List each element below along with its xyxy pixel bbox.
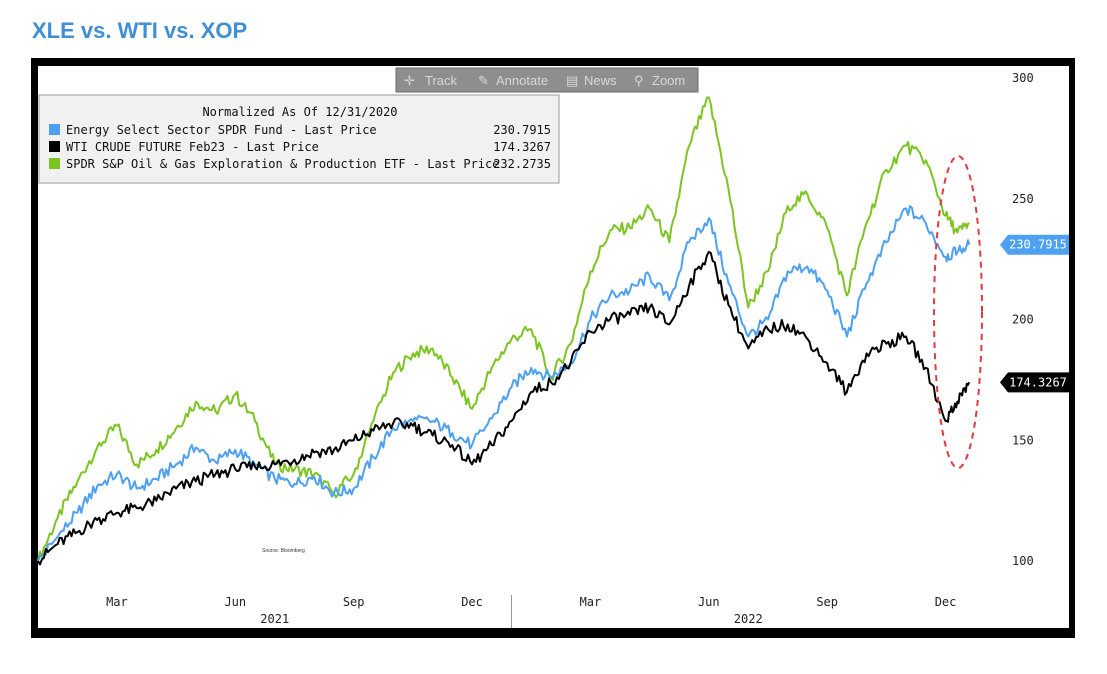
legend-swatch-wti (49, 141, 60, 152)
highlight-ellipse (933, 155, 983, 469)
page-title: XLE vs. WTI vs. XOP (32, 18, 248, 43)
toolbar-news-label: News (584, 73, 617, 88)
toolbar-annotate-label: Annotate (496, 73, 548, 88)
year-label: 2022 (734, 612, 763, 626)
end-label-layer: 230.7915 174.3267 (1000, 234, 1069, 393)
legend-value-xop: 232.2735 (493, 157, 551, 171)
series-line (37, 205, 971, 562)
x-tick-label: Sep (343, 595, 365, 609)
toolbar-zoom-button[interactable]: ⚲ Zoom (634, 73, 685, 88)
legend-value-wti: 174.3267 (493, 140, 551, 154)
toolbar-zoom-label: Zoom (652, 73, 685, 88)
legend-entry-xop: SPDR S&P Oil & Gas Exploration & Product… (49, 157, 551, 171)
legend-entry-wti: WTI CRUDE FUTURE Feb23 - Last Price 174.… (49, 140, 551, 154)
crosshair-icon: ✛ (404, 73, 415, 88)
x-tick-label: Dec (461, 595, 483, 609)
y-tick-label: 200 (1012, 313, 1034, 327)
y-tick-label: 250 (1012, 192, 1034, 206)
grid-layer: 100 150 200 250 300 Mar Jun Sep Dec Mar Jun Sep Dec 2… (106, 71, 1034, 628)
series-line (37, 250, 971, 566)
x-tick-label: Jun (224, 595, 246, 609)
toolbar-track-label: Track (425, 73, 458, 88)
x-tick-label: Mar (580, 595, 602, 609)
x-tick-label: Mar (106, 595, 128, 609)
end-value-tag (1000, 234, 1069, 255)
axis-area (998, 66, 1069, 628)
end-value-label: 174.3267 (1009, 375, 1067, 389)
news-icon: ▤ (566, 73, 578, 88)
year-label: 2021 (260, 612, 289, 626)
legend-label-xle: Energy Select Sector SPDR Fund - Last Pr… (66, 123, 377, 137)
x-tick-label: Dec (935, 595, 957, 609)
legend-swatch-xop (49, 158, 60, 169)
toolbar-news-button[interactable]: ▤ News (566, 73, 617, 88)
source-note: Source: Bloomberg (262, 548, 305, 554)
legend-label-wti: WTI CRUDE FUTURE Feb23 - Last Price (66, 140, 319, 154)
series-line (37, 96, 970, 562)
x-tick-label: Jun (698, 595, 720, 609)
toolbar-track-button[interactable]: ✛ Track (404, 73, 458, 88)
legend-title: Normalized As Of 12/31/2020 (202, 105, 397, 119)
magnifier-icon: ⚲ (634, 73, 644, 88)
y-tick-label: 100 (1012, 554, 1034, 568)
toolbar-annotate-button[interactable]: ✎ Annotate (478, 73, 548, 88)
y-tick-label: 150 (1012, 433, 1034, 447)
x-tick-label: Sep (816, 595, 838, 609)
legend-entry-xle: Energy Select Sector SPDR Fund - Last Pr… (49, 123, 551, 137)
legend-swatch-xle (49, 124, 60, 135)
legend: Normalized As Of 12/31/2020 Energy Selec… (38, 94, 560, 184)
chart-toolbar: ✛ Track ✎ Annotate ▤ News ⚲ Zoom (395, 67, 699, 93)
legend-value-xle: 230.7915 (493, 123, 551, 137)
legend-label-xop: SPDR S&P Oil & Gas Exploration & Product… (66, 157, 499, 171)
end-value-label: 230.7915 (1009, 238, 1067, 252)
series-layer (37, 96, 971, 566)
y-tick-label: 300 (1012, 71, 1034, 85)
end-value-tag (1000, 372, 1069, 393)
pencil-icon: ✎ (478, 73, 489, 88)
